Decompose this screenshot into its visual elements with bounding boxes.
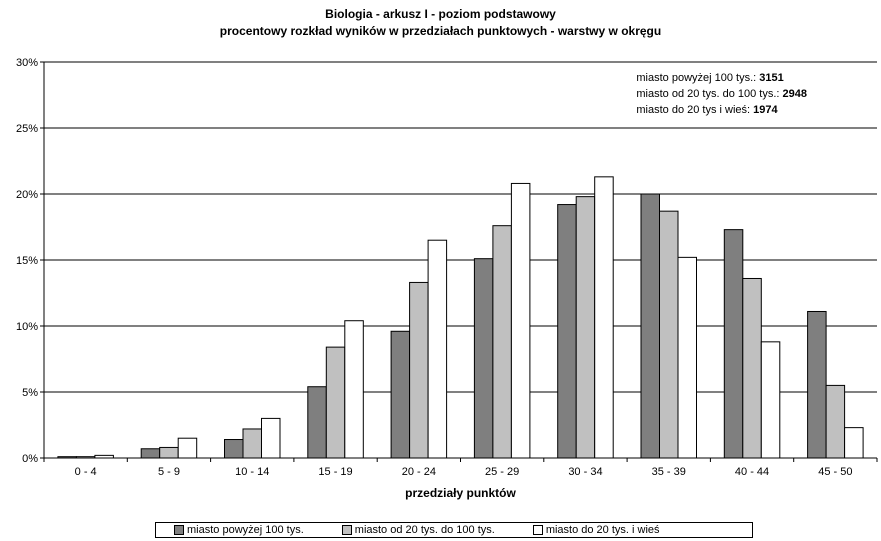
bar	[742, 277, 762, 459]
bar	[325, 346, 346, 459]
x-tick-label: 10 - 14	[235, 466, 269, 478]
legend-item-3: miasto do 20 tys. i wieś	[532, 524, 660, 536]
legend-label-3: miasto do 20 tys. i wieś	[545, 524, 660, 536]
bar	[307, 386, 327, 459]
bar	[159, 446, 179, 459]
bar	[140, 448, 161, 459]
legend-swatch-1	[174, 525, 184, 535]
x-tick-label: 15 - 19	[318, 466, 352, 478]
chart-title: Biologia - arkusz I - poziom podstawowy	[325, 7, 556, 21]
annotation-line-2: miasto od 20 tys. do 100 tys.: 2948	[636, 88, 807, 100]
legend-swatch-3	[532, 525, 543, 535]
y-tick-label: 0%	[22, 453, 38, 465]
x-tick-label: 40 - 44	[735, 466, 769, 478]
legend-item-1: miasto powyżej 100 tys.	[174, 524, 304, 536]
y-tick-label: 10%	[16, 321, 38, 333]
y-tick-label: 20%	[16, 189, 38, 201]
annotation-line-3: miasto do 20 tys i wieś: 1974	[636, 104, 778, 116]
legend-label-1: miasto powyżej 100 tys.	[187, 524, 304, 536]
y-tick-label: 25%	[16, 123, 38, 135]
bar	[723, 229, 744, 459]
bar	[75, 456, 96, 459]
bar	[261, 417, 281, 459]
y-tick-label: 5%	[22, 387, 38, 399]
legend-swatch-2	[341, 525, 352, 535]
bar	[409, 281, 429, 459]
x-tick-label: 45 - 50	[818, 466, 852, 478]
legend-label-2: miasto od 20 tys. do 100 tys.	[354, 524, 495, 536]
bar	[677, 256, 697, 459]
bar	[825, 384, 846, 459]
bar	[177, 437, 198, 459]
bar	[94, 454, 114, 459]
bar	[242, 428, 262, 459]
x-tick-label: 30 - 34	[568, 466, 602, 478]
bar	[344, 320, 364, 459]
bar	[473, 258, 494, 459]
bar	[807, 310, 827, 459]
x-tick-label: 35 - 39	[652, 466, 686, 478]
x-axis-label: przedziały punktów	[405, 486, 516, 500]
bar	[760, 341, 781, 459]
bar	[640, 193, 660, 459]
x-tick-label: 20 - 24	[402, 466, 436, 478]
y-tick-label: 30%	[16, 57, 38, 69]
bar	[427, 239, 448, 459]
legend-item-2: miasto od 20 tys. do 100 tys.	[341, 524, 495, 536]
bar	[659, 210, 679, 459]
x-tick-label: 25 - 29	[485, 466, 519, 478]
x-tick-label: 5 - 9	[158, 466, 180, 478]
chart-subtitle: procentowy rozkład wyników w przedziałac…	[219, 24, 662, 38]
bar	[224, 439, 244, 459]
x-tick-label: 0 - 4	[75, 466, 97, 478]
chart-legend: miasto powyżej 100 tys. miasto od 20 tys…	[155, 522, 753, 538]
bar	[390, 330, 411, 459]
bar	[57, 456, 77, 459]
bar	[510, 182, 531, 459]
bar	[492, 225, 512, 459]
sample-size-annotation: miasto powyżej 100 tys.: 3151 miasto od …	[636, 70, 807, 118]
bar	[844, 427, 864, 459]
bar	[575, 196, 596, 459]
bar	[557, 204, 577, 459]
y-tick-label: 15%	[16, 255, 38, 267]
bar	[594, 176, 614, 459]
annotation-line-1: miasto powyżej 100 tys.: 3151	[636, 72, 784, 84]
